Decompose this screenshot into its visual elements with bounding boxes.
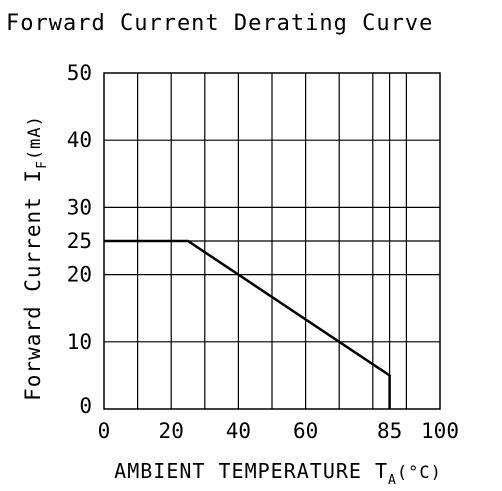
y-axis-label-unit: (mA) xyxy=(25,115,45,160)
y-tick-label: 25 xyxy=(67,229,92,253)
y-tick-label: 30 xyxy=(67,195,92,219)
y-axis-label-sub: F xyxy=(35,160,50,169)
y-axis-label: Forward Current IF(mA) xyxy=(21,115,50,401)
x-tick-label: 85 xyxy=(377,419,402,443)
x-tick-label: 60 xyxy=(293,419,318,443)
series-layer xyxy=(104,239,391,409)
derating-curve-line xyxy=(104,239,391,409)
y-tick-label: 40 xyxy=(67,128,92,152)
x-tick-label: 40 xyxy=(226,419,251,443)
x-axis-label-sub: A xyxy=(388,473,397,487)
x-axis-label-main: AMBIENT TEMPERATURE T xyxy=(114,459,388,483)
y-axis-label-main: Forward Current I xyxy=(21,169,45,401)
y-tick-label: 10 xyxy=(67,330,92,354)
x-tick-label: 100 xyxy=(421,419,459,443)
x-tick-label: 20 xyxy=(159,419,184,443)
x-tick-labels: 0 20 40 60 85 100 xyxy=(98,419,459,443)
x-axis-label-unit: (°C) xyxy=(397,463,442,483)
y-axis-label-group: Forward Current IF(mA) xyxy=(21,115,50,401)
grid xyxy=(104,73,440,409)
y-tick-labels: 0 10 20 25 30 40 50 xyxy=(67,61,92,418)
chart-title: Forward Current Derating Curve xyxy=(6,11,433,36)
y-tick-label: 50 xyxy=(67,61,92,85)
y-tick-label: 0 xyxy=(79,394,92,418)
y-tick-label: 20 xyxy=(67,263,92,287)
x-axis-label: AMBIENT TEMPERATURE TA(°C) xyxy=(114,459,442,487)
x-tick-label: 0 xyxy=(98,419,111,443)
